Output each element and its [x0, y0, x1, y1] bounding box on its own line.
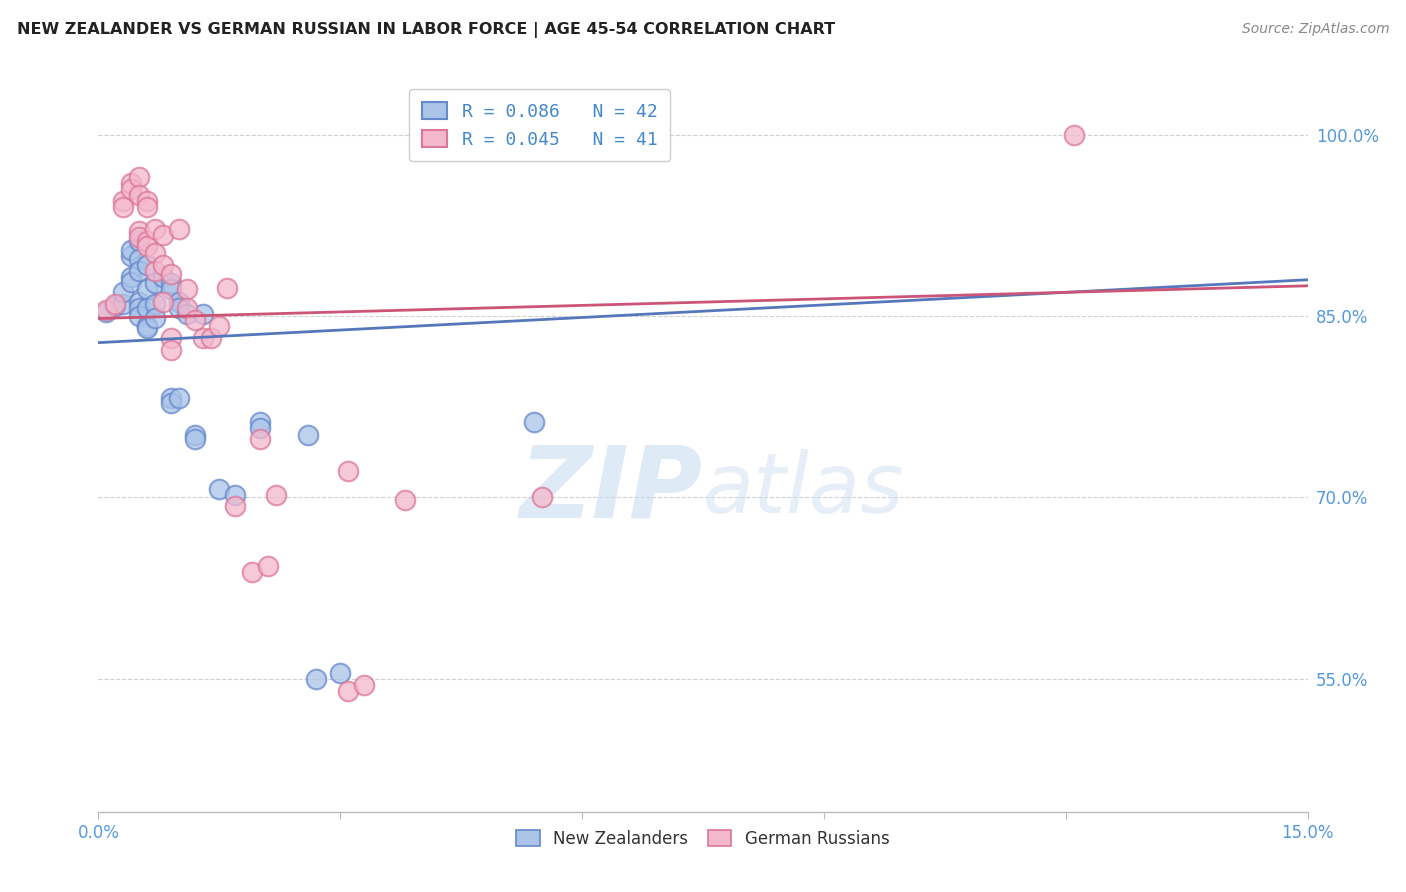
- Point: [249, 433, 271, 447]
- Point: [167, 301, 190, 315]
- Point: [96, 305, 118, 319]
- Point: [249, 421, 271, 435]
- Point: [160, 396, 183, 410]
- Point: [160, 391, 183, 405]
- Point: [208, 318, 231, 333]
- Point: [184, 312, 207, 326]
- Point: [128, 264, 150, 278]
- Point: [217, 281, 239, 295]
- Point: [120, 270, 142, 285]
- Point: [249, 416, 271, 430]
- Point: [329, 665, 352, 680]
- Point: [128, 252, 150, 267]
- Point: [128, 230, 150, 244]
- Point: [96, 303, 118, 318]
- Point: [120, 243, 142, 257]
- Point: [135, 321, 157, 335]
- Point: [224, 499, 246, 513]
- Point: [128, 188, 150, 202]
- Point: [297, 427, 319, 442]
- Point: [143, 246, 166, 260]
- Point: [256, 559, 278, 574]
- Point: [128, 301, 150, 315]
- Point: [152, 258, 174, 272]
- Text: NEW ZEALANDER VS GERMAN RUSSIAN IN LABOR FORCE | AGE 45-54 CORRELATION CHART: NEW ZEALANDER VS GERMAN RUSSIAN IN LABOR…: [17, 22, 835, 38]
- Point: [103, 297, 125, 311]
- Point: [135, 301, 157, 315]
- Point: [167, 222, 190, 236]
- Point: [176, 282, 198, 296]
- Point: [143, 222, 166, 236]
- Point: [160, 343, 183, 357]
- Point: [143, 297, 166, 311]
- Point: [264, 488, 287, 502]
- Point: [135, 194, 157, 209]
- Point: [111, 297, 134, 311]
- Point: [135, 239, 157, 253]
- Point: [160, 277, 183, 291]
- Point: [353, 678, 375, 692]
- Point: [120, 249, 142, 263]
- Point: [152, 227, 174, 242]
- Legend: New Zealanders, German Russians: New Zealanders, German Russians: [508, 822, 898, 856]
- Point: [337, 464, 360, 478]
- Point: [167, 391, 190, 405]
- Point: [337, 683, 360, 698]
- Point: [120, 275, 142, 289]
- Point: [152, 294, 174, 309]
- Point: [128, 169, 150, 184]
- Point: [176, 307, 198, 321]
- Point: [111, 285, 134, 299]
- Point: [128, 234, 150, 248]
- Point: [176, 301, 198, 315]
- Point: [111, 200, 134, 214]
- Point: [184, 433, 207, 447]
- Point: [135, 200, 157, 214]
- Point: [135, 282, 157, 296]
- Point: [193, 331, 215, 345]
- Point: [394, 492, 416, 507]
- Point: [200, 331, 222, 345]
- Point: [120, 176, 142, 190]
- Point: [135, 234, 157, 248]
- Point: [135, 318, 157, 333]
- Point: [1063, 128, 1085, 142]
- Text: Source: ZipAtlas.com: Source: ZipAtlas.com: [1241, 22, 1389, 37]
- Point: [120, 182, 142, 196]
- Text: atlas: atlas: [703, 450, 904, 531]
- Point: [523, 416, 546, 430]
- Text: ZIP: ZIP: [520, 442, 703, 539]
- Point: [167, 294, 190, 309]
- Point: [143, 311, 166, 326]
- Point: [160, 267, 183, 281]
- Point: [111, 194, 134, 209]
- Point: [103, 299, 125, 313]
- Point: [240, 566, 263, 580]
- Point: [160, 331, 183, 345]
- Point: [184, 427, 207, 442]
- Point: [135, 258, 157, 272]
- Point: [208, 482, 231, 496]
- Point: [143, 264, 166, 278]
- Point: [224, 488, 246, 502]
- Point: [128, 224, 150, 238]
- Point: [143, 277, 166, 291]
- Point: [152, 270, 174, 285]
- Point: [305, 672, 328, 686]
- Point: [530, 491, 553, 505]
- Point: [128, 309, 150, 323]
- Point: [128, 294, 150, 309]
- Point: [160, 282, 183, 296]
- Point: [193, 307, 215, 321]
